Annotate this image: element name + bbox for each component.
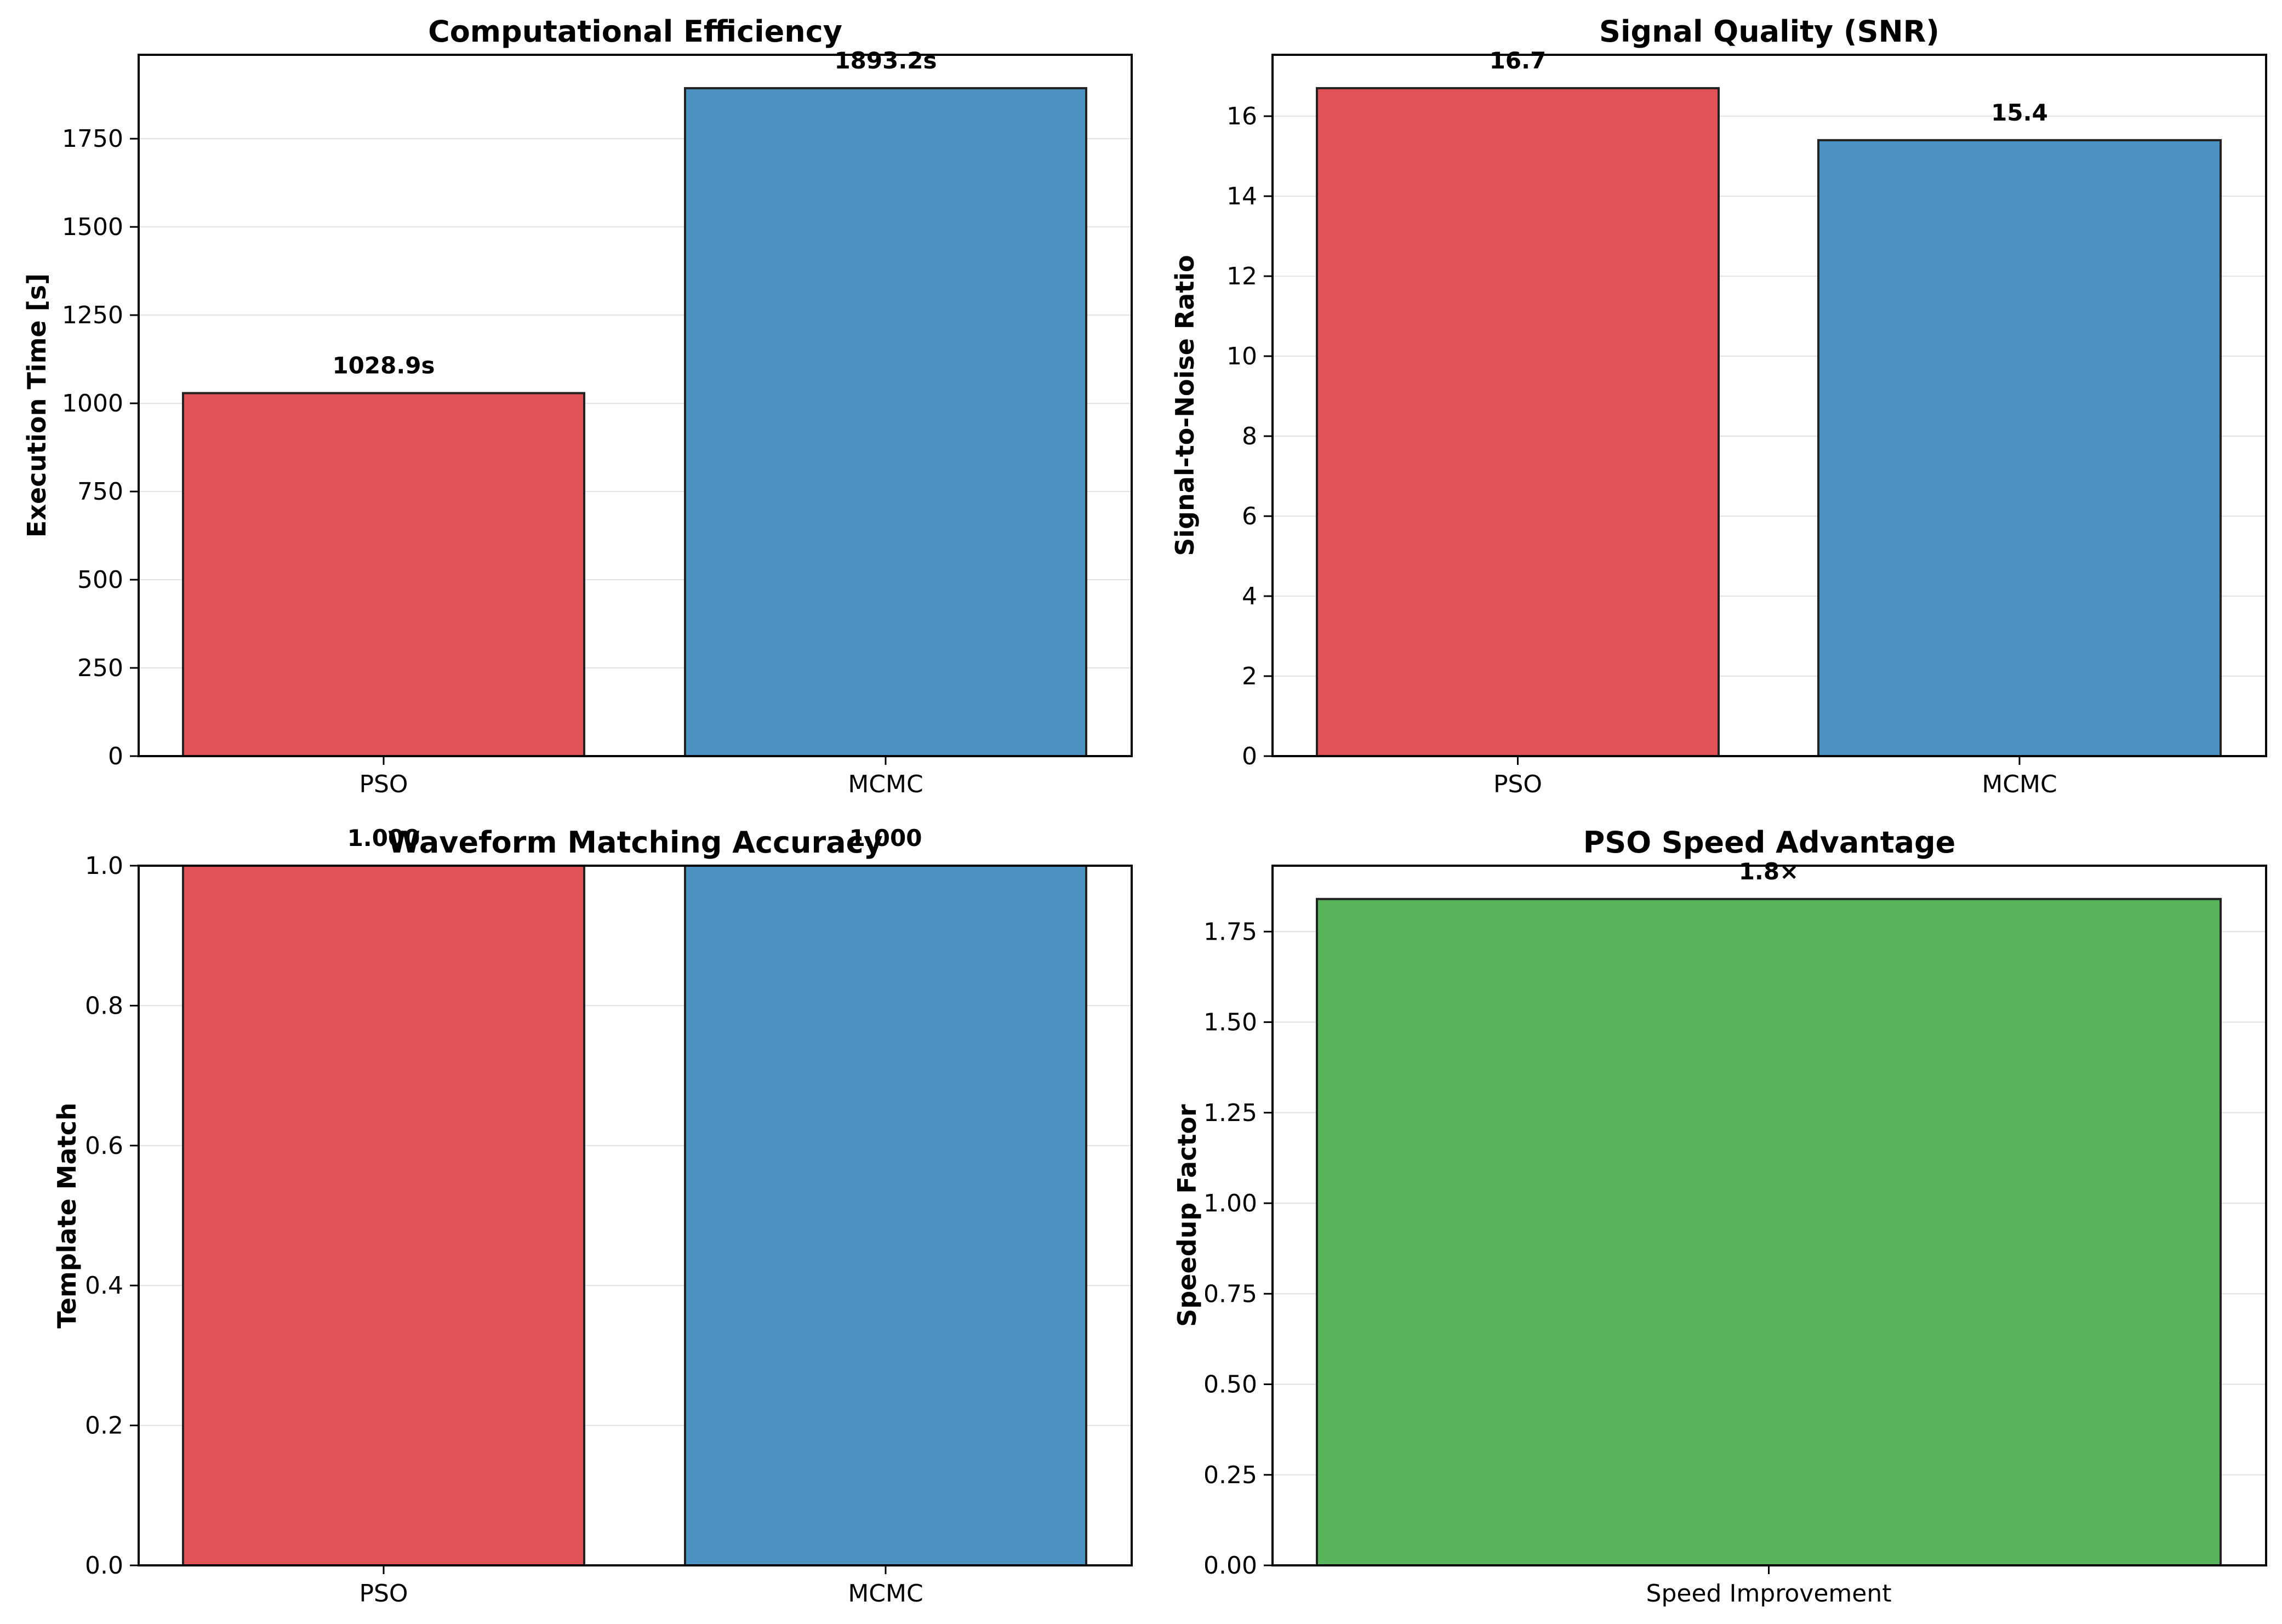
chart-panel-1: 0 250 500 750 1000 1250 1500 1750 PSO MCMC 1028.9s… bbox=[22, 14, 1133, 798]
bar bbox=[1316, 87, 1720, 757]
y-tick-label: 1000 bbox=[62, 390, 123, 418]
y-tick-label: 0.75 bbox=[1203, 1280, 1257, 1308]
value-label: 1893.2s bbox=[834, 47, 937, 74]
chart-title: Signal Quality (SNR) bbox=[1599, 14, 1939, 49]
bar bbox=[1316, 897, 2222, 1566]
chart-panel-4: 0.00 0.25 0.50 0.75 1.00 1.25 1.50 1.75 Speed Im… bbox=[1172, 825, 2267, 1608]
value-label: 1028.9s bbox=[332, 352, 435, 379]
value-label: 1.000 bbox=[347, 825, 420, 851]
bar bbox=[1817, 139, 2222, 758]
axes-frame bbox=[138, 865, 1133, 1566]
chart-title: Waveform Matching Accuracy bbox=[387, 825, 883, 860]
y-tick-label: 1.75 bbox=[1203, 918, 1257, 946]
y-tick-label: 0.8 bbox=[85, 992, 123, 1020]
y-tick-label: 1.00 bbox=[1203, 1190, 1257, 1217]
y-tick-label: 16 bbox=[1226, 102, 1257, 130]
axes-frame bbox=[1271, 54, 2267, 757]
y-tick-label: 10 bbox=[1226, 342, 1257, 370]
chart-panel-3: 0.0 0.2 0.4 0.6 0.8 1.0 PSO MCMC 1.000 1.000Wavef… bbox=[52, 825, 1133, 1608]
y-tick-label: 0 bbox=[108, 742, 123, 770]
bar bbox=[182, 392, 585, 757]
bar bbox=[182, 865, 585, 1566]
y-tick-label: 0.25 bbox=[1203, 1461, 1257, 1489]
y-tick-label: 14 bbox=[1226, 182, 1257, 210]
x-tick-label: Speed Improvement bbox=[1646, 1580, 1892, 1608]
y-tick-label: 12 bbox=[1226, 262, 1257, 290]
chart-panel-2: 0 2 4 6 8 10 12 14 16 PSO MCMC 16.7 15.4 Signal Quali… bbox=[1170, 14, 2267, 798]
chart-title: Computational Efficiency bbox=[428, 14, 842, 49]
x-tick-label: MCMC bbox=[848, 770, 923, 798]
x-tick-label: PSO bbox=[1493, 770, 1542, 798]
x-tick-label: PSO bbox=[359, 770, 408, 798]
y-tick-label: 1.25 bbox=[1203, 1099, 1257, 1127]
y-tick-label: 0.4 bbox=[85, 1272, 123, 1300]
y-axis-label: Execution Time [s] bbox=[22, 273, 52, 537]
y-tick-label: 1.50 bbox=[1203, 1009, 1257, 1037]
y-tick-label: 6 bbox=[1242, 502, 1257, 530]
y-tick-label: 0.2 bbox=[85, 1412, 123, 1440]
chart-title: PSO Speed Advantage bbox=[1583, 825, 1955, 860]
y-tick-label: 0 bbox=[1242, 742, 1257, 770]
value-label: 15.4 bbox=[1991, 99, 2048, 126]
bar bbox=[684, 865, 1087, 1566]
y-tick-label: 8 bbox=[1242, 422, 1257, 450]
value-label: 1.000 bbox=[849, 825, 922, 851]
y-axis-label: Speedup Factor bbox=[1172, 1104, 1202, 1327]
x-tick-label: MCMC bbox=[1982, 770, 2057, 798]
y-tick-label: 500 bbox=[77, 566, 123, 594]
y-tick-label: 0.0 bbox=[85, 1552, 123, 1580]
value-label: 1.8× bbox=[1739, 858, 1799, 885]
y-tick-label: 1750 bbox=[62, 125, 123, 153]
y-tick-label: 0.00 bbox=[1203, 1552, 1257, 1580]
bar bbox=[684, 87, 1087, 757]
y-tick-label: 1500 bbox=[62, 213, 123, 241]
y-tick-label: 1.0 bbox=[85, 852, 123, 880]
y-tick-label: 0.50 bbox=[1203, 1371, 1257, 1399]
y-tick-label: 750 bbox=[77, 478, 123, 506]
x-tick-label: PSO bbox=[359, 1580, 408, 1608]
y-tick-label: 1250 bbox=[62, 301, 123, 329]
y-tick-label: 2 bbox=[1242, 662, 1257, 690]
x-tick-label: MCMC bbox=[848, 1580, 923, 1608]
value-label: 16.7 bbox=[1490, 47, 1547, 74]
y-tick-label: 4 bbox=[1242, 582, 1257, 610]
axes-frame bbox=[138, 54, 1133, 757]
y-tick-label: 250 bbox=[77, 654, 123, 682]
y-axis-label: Template Match bbox=[52, 1102, 82, 1328]
y-tick-label: 0.6 bbox=[85, 1132, 123, 1160]
y-axis-label: Signal-to-Noise Ratio bbox=[1170, 255, 1200, 556]
